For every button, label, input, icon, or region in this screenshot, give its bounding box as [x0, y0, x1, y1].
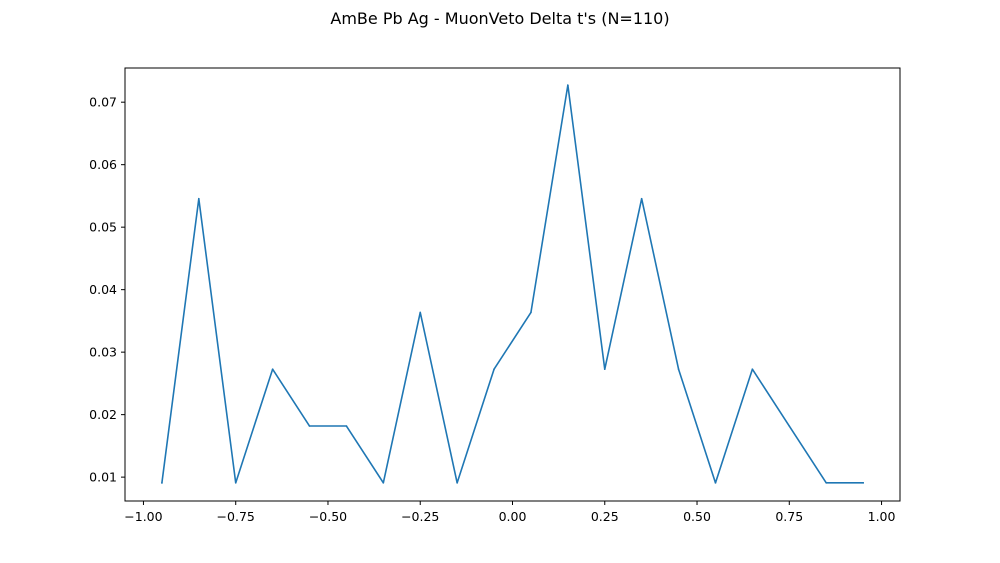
y-tick-label: 0.02: [89, 407, 117, 422]
y-tick-label: 0.03: [89, 345, 117, 360]
data-point: [788, 425, 791, 427]
x-tick-label: 0.50: [683, 509, 711, 524]
x-tick-label: −0.25: [401, 509, 439, 524]
y-tick-label: 0.05: [89, 220, 117, 235]
y-tick-label: 0.01: [89, 470, 117, 485]
axis-ticks: −1.00 −0.75 −0.50 −0.25 0.00 0.25 0.50 0.75 1.00…: [89, 95, 895, 524]
data-point: [714, 482, 717, 484]
y-tick-label: 0.07: [89, 95, 117, 110]
chart-title: AmBe Pb Ag - MuonVeto Delta t's (N=110): [330, 9, 670, 28]
data-point: [567, 84, 569, 86]
x-tick-label: −0.50: [309, 509, 347, 524]
x-tick-label: −1.00: [124, 509, 162, 524]
data-point: [640, 197, 643, 200]
data-point: [751, 368, 754, 371]
data-point: [493, 368, 495, 371]
data-point: [456, 482, 458, 484]
data-point: [825, 482, 827, 484]
x-tick-label: 0.75: [775, 509, 803, 524]
data-point: [530, 311, 532, 314]
data-point: [271, 368, 274, 371]
x-tick-label: 1.00: [868, 509, 896, 524]
data-point: [382, 482, 385, 484]
y-tick-label: 0.04: [89, 282, 117, 297]
data-point: [234, 482, 237, 484]
data-point: [677, 368, 680, 371]
plot-frame: [124, 67, 901, 502]
series-layer: [161, 84, 864, 484]
data-point: [603, 368, 606, 371]
data-point: [419, 311, 422, 314]
series-line: [161, 84, 864, 484]
y-tick-label: 0.06: [89, 157, 117, 172]
x-tick-label: 0.00: [499, 509, 527, 524]
x-tick-label: 0.25: [591, 509, 619, 524]
data-point: [862, 482, 864, 484]
data-point: [161, 482, 163, 484]
data-point: [308, 425, 311, 427]
x-tick-label: −0.75: [217, 509, 255, 524]
data-point: [198, 197, 200, 200]
data-point: [345, 425, 348, 427]
